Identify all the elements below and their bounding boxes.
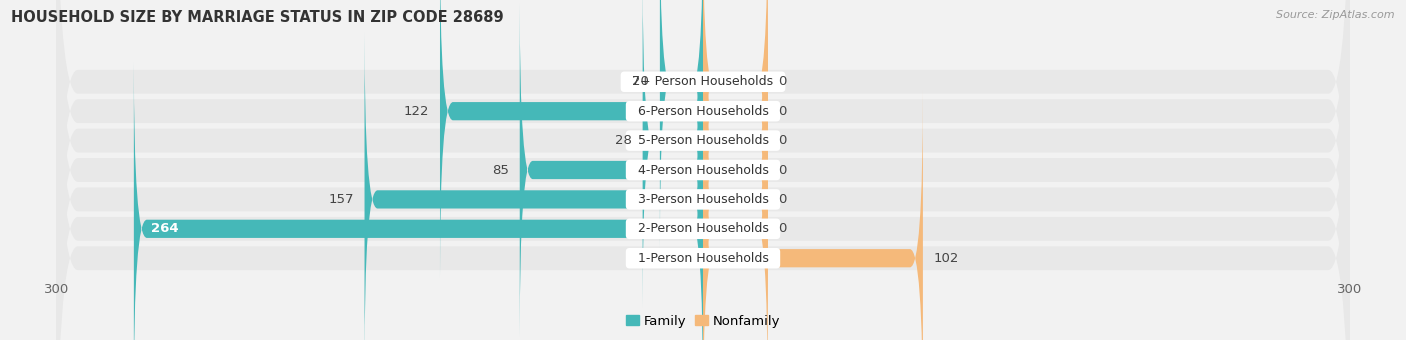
FancyBboxPatch shape xyxy=(703,32,768,340)
FancyBboxPatch shape xyxy=(56,0,1350,340)
Text: HOUSEHOLD SIZE BY MARRIAGE STATUS IN ZIP CODE 28689: HOUSEHOLD SIZE BY MARRIAGE STATUS IN ZIP… xyxy=(11,10,503,25)
FancyBboxPatch shape xyxy=(440,0,703,278)
Text: 2-Person Households: 2-Person Households xyxy=(630,222,776,235)
FancyBboxPatch shape xyxy=(703,0,768,249)
Legend: Family, Nonfamily: Family, Nonfamily xyxy=(620,310,786,333)
Text: Source: ZipAtlas.com: Source: ZipAtlas.com xyxy=(1277,10,1395,20)
Text: 0: 0 xyxy=(779,193,787,206)
Text: 0: 0 xyxy=(779,105,787,118)
Text: 3-Person Households: 3-Person Households xyxy=(630,193,776,206)
FancyBboxPatch shape xyxy=(520,3,703,337)
Text: 4-Person Households: 4-Person Households xyxy=(630,164,776,176)
Text: 122: 122 xyxy=(404,105,429,118)
FancyBboxPatch shape xyxy=(703,91,922,340)
FancyBboxPatch shape xyxy=(56,0,1350,340)
FancyBboxPatch shape xyxy=(56,0,1350,340)
Text: 0: 0 xyxy=(779,222,787,235)
Text: 20: 20 xyxy=(633,75,650,88)
FancyBboxPatch shape xyxy=(703,0,768,278)
Text: 0: 0 xyxy=(779,134,787,147)
Text: 5-Person Households: 5-Person Households xyxy=(630,134,776,147)
Text: 0: 0 xyxy=(779,75,787,88)
Text: 0: 0 xyxy=(779,164,787,176)
FancyBboxPatch shape xyxy=(659,0,703,249)
Text: 102: 102 xyxy=(934,252,959,265)
Text: 85: 85 xyxy=(492,164,509,176)
Text: 28: 28 xyxy=(614,134,631,147)
FancyBboxPatch shape xyxy=(134,62,703,340)
Text: 157: 157 xyxy=(328,193,354,206)
Text: 1-Person Households: 1-Person Households xyxy=(630,252,776,265)
FancyBboxPatch shape xyxy=(703,0,768,308)
FancyBboxPatch shape xyxy=(56,0,1350,340)
FancyBboxPatch shape xyxy=(703,3,768,337)
FancyBboxPatch shape xyxy=(56,0,1350,340)
Text: 7+ Person Households: 7+ Person Households xyxy=(624,75,782,88)
FancyBboxPatch shape xyxy=(703,62,768,340)
Text: 6-Person Households: 6-Person Households xyxy=(630,105,776,118)
Text: 264: 264 xyxy=(150,222,179,235)
FancyBboxPatch shape xyxy=(56,0,1350,340)
FancyBboxPatch shape xyxy=(643,0,703,308)
FancyBboxPatch shape xyxy=(364,32,703,340)
FancyBboxPatch shape xyxy=(56,0,1350,340)
